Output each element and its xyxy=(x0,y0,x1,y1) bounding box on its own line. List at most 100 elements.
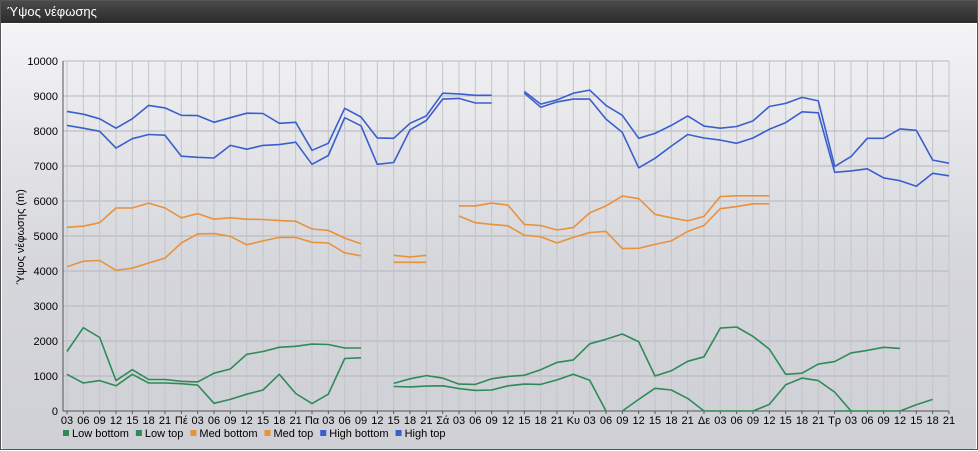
series-line-high-top xyxy=(523,89,950,168)
grid-lines xyxy=(63,60,950,411)
x-tick-label: 09 xyxy=(355,415,367,427)
series-line-med-top xyxy=(66,202,427,258)
y-tick-label: 5000 xyxy=(34,231,58,243)
series-line-med-top xyxy=(459,195,770,231)
x-tick-label: Τρ xyxy=(828,415,841,427)
x-tick-label: 03 xyxy=(192,415,204,427)
x-tick-label: 12 xyxy=(894,415,906,427)
legend-swatch xyxy=(190,430,197,436)
legend-label: High bottom xyxy=(329,428,388,440)
series-line-high-top xyxy=(66,92,492,152)
y-axis-label: Ύψος νέφωσης (m) xyxy=(15,189,27,285)
x-tick-label: 21 xyxy=(812,415,824,427)
series-line-low-top xyxy=(393,326,901,386)
y-tick-label: 1000 xyxy=(34,371,58,383)
legend-label: Low bottom xyxy=(72,428,129,440)
x-tick-label: 03 xyxy=(845,415,857,427)
x-tick-label: 03 xyxy=(61,415,73,427)
legend-swatch xyxy=(395,430,402,436)
x-tick-label: 21 xyxy=(159,415,171,427)
x-tick-label: 12 xyxy=(633,415,645,427)
x-tick-label: 15 xyxy=(910,415,922,427)
x-tick-label: 15 xyxy=(780,415,792,427)
y-tick-label: 9000 xyxy=(34,91,58,103)
y-tick-label: 8000 xyxy=(34,126,58,138)
y-tick-label: 4000 xyxy=(34,266,58,278)
x-tick-label: Δε xyxy=(698,415,710,427)
legend-label: Med bottom xyxy=(199,428,257,440)
y-tick-label: 2000 xyxy=(34,336,58,348)
series-line-med-bottom xyxy=(458,203,770,250)
x-tick-label: 15 xyxy=(388,415,400,427)
x-tick-label: 12 xyxy=(241,415,253,427)
x-tick-label: 15 xyxy=(126,415,138,427)
x-tick-label: 09 xyxy=(224,415,236,427)
x-tick-label: 18 xyxy=(404,415,416,427)
series-line-low-bottom xyxy=(393,373,607,412)
legend-label: High top xyxy=(405,428,446,440)
x-tick-label: 06 xyxy=(600,415,612,427)
x-tick-label: 18 xyxy=(535,415,547,427)
series-line-high-bottom xyxy=(66,97,492,166)
x-tick-label: 18 xyxy=(927,415,939,427)
x-tick-label: 21 xyxy=(682,415,694,427)
legend-swatch xyxy=(320,430,327,436)
x-tick-label: 18 xyxy=(796,415,808,427)
series-lines xyxy=(66,89,950,412)
x-tick-label: 12 xyxy=(502,415,514,427)
x-tick-label: 09 xyxy=(616,415,628,427)
y-tick-label: 3000 xyxy=(34,301,58,313)
x-tick-label: 03 xyxy=(453,415,465,427)
x-tick-label: 21 xyxy=(551,415,563,427)
x-tick-label: Πέ xyxy=(175,415,188,427)
series-line-low-bottom xyxy=(834,398,933,412)
x-tick-label: 06 xyxy=(861,415,873,427)
x-tick-label: 03 xyxy=(322,415,334,427)
title-bar: Ύψος νέφωσης xyxy=(1,1,977,23)
x-tick-label: Πα xyxy=(305,415,320,427)
y-tick-label: 10000 xyxy=(27,56,58,68)
x-tick-label: 15 xyxy=(257,415,269,427)
x-tick-label: 06 xyxy=(339,415,351,427)
x-tick-label: 12 xyxy=(110,415,122,427)
x-tick-label: 21 xyxy=(943,415,955,427)
x-tick-label: 09 xyxy=(747,415,759,427)
window-title: Ύψος νέφωσης xyxy=(7,4,97,19)
x-tick-label: Σά xyxy=(436,415,450,427)
x-tick-label: 06 xyxy=(77,415,89,427)
legend-swatch xyxy=(135,430,142,436)
legend-label: Low top xyxy=(145,428,184,440)
y-axis: 0 1000 2000 3000 4000 5000 6000 7000 8000 9000 100… xyxy=(27,56,64,418)
x-tick-label: 12 xyxy=(371,415,383,427)
x-tick-label: 09 xyxy=(878,415,890,427)
y-tick-label: 0 xyxy=(52,406,58,418)
x-tick-label: 21 xyxy=(420,415,432,427)
y-tick-label: 7000 xyxy=(34,161,58,173)
series-line-low-top xyxy=(66,326,361,383)
x-tick-label: 06 xyxy=(731,415,743,427)
x-tick-label: 21 xyxy=(290,415,302,427)
x-tick-label: 18 xyxy=(143,415,155,427)
x-tick-label: 18 xyxy=(273,415,285,427)
x-tick-label: 03 xyxy=(714,415,726,427)
x-tick-label: 15 xyxy=(649,415,661,427)
series-line-med-bottom xyxy=(66,232,427,272)
x-tick-label: 06 xyxy=(469,415,481,427)
x-tick-label: 15 xyxy=(518,415,530,427)
series-line-high-bottom xyxy=(523,92,950,188)
legend-swatch xyxy=(63,430,69,436)
legend-swatch xyxy=(264,430,271,436)
x-tick-label: 18 xyxy=(665,415,677,427)
x-tick-label: 06 xyxy=(208,415,220,427)
legend: Low bottom Low top Med bottom Med top High b… xyxy=(63,428,446,440)
x-tick-label: 12 xyxy=(763,415,775,427)
x-tick-label: Κυ xyxy=(567,415,580,427)
x-axis: 03 06 09 12 15 18 21 Πέ 03 06 09 12 15 18 21 Πα 03 06 09 12… xyxy=(61,410,955,427)
series-line-low-bottom xyxy=(66,357,362,405)
x-tick-label: 09 xyxy=(486,415,498,427)
x-tick-label: 03 xyxy=(584,415,596,427)
y-tick-label: 6000 xyxy=(34,196,58,208)
series-line-low-bottom xyxy=(621,377,852,412)
